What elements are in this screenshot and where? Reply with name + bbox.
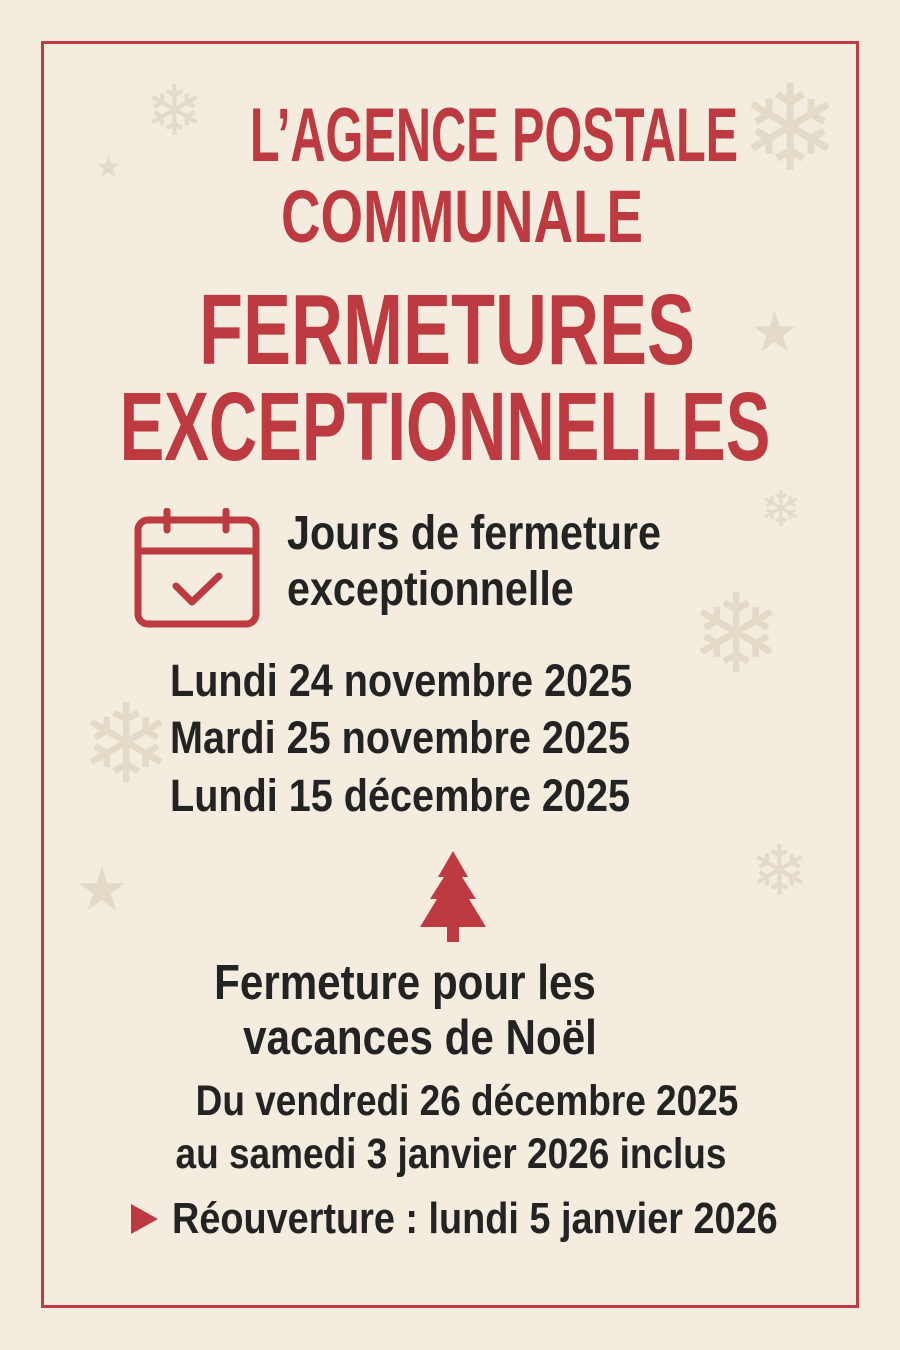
star-icon: ★ — [75, 855, 129, 925]
title-line1: FERMETURES — [198, 274, 696, 386]
christmas-period-line2: au samedi 3 janvier 2026 inclus — [175, 1130, 727, 1178]
star-icon: ★ — [750, 300, 800, 364]
star-icon: ★ — [95, 150, 122, 185]
agency-name-line2: COMMUNALE — [281, 175, 643, 258]
snowflake-icon: ❄ — [80, 680, 173, 808]
christmas-heading-line2: vacances de Noël — [243, 1011, 597, 1065]
triangle-right-icon — [131, 1204, 158, 1234]
calendar-check-icon — [134, 508, 260, 628]
agency-name-line1: L’AGENCE POSTALE — [249, 93, 739, 178]
snowflake-icon: ❄ — [760, 480, 802, 538]
snowflake-icon: ❄ — [750, 830, 809, 912]
closure-days-heading-line2: exceptionnelle — [287, 563, 574, 616]
poster-border — [41, 41, 859, 1308]
snowflake-icon: ❄ — [740, 60, 841, 199]
snowflake-icon: ❄ — [145, 70, 204, 152]
closure-date: Lundi 24 novembre 2025 — [170, 655, 633, 706]
closure-date: Mardi 25 novembre 2025 — [170, 712, 631, 763]
title-line2: EXCEPTIONNELLES — [119, 372, 771, 481]
christmas-tree-icon — [420, 851, 486, 942]
closure-days-heading-line1: Jours de fermeture — [287, 507, 661, 560]
closure-date: Lundi 15 décembre 2025 — [170, 770, 631, 821]
christmas-heading-line1: Fermeture pour les — [214, 956, 596, 1010]
snowflake-icon: ❄ — [690, 570, 783, 698]
christmas-period-line1: Du vendredi 26 décembre 2025 — [195, 1077, 739, 1125]
reopening-date: Réouverture : lundi 5 janvier 2026 — [172, 1194, 778, 1243]
